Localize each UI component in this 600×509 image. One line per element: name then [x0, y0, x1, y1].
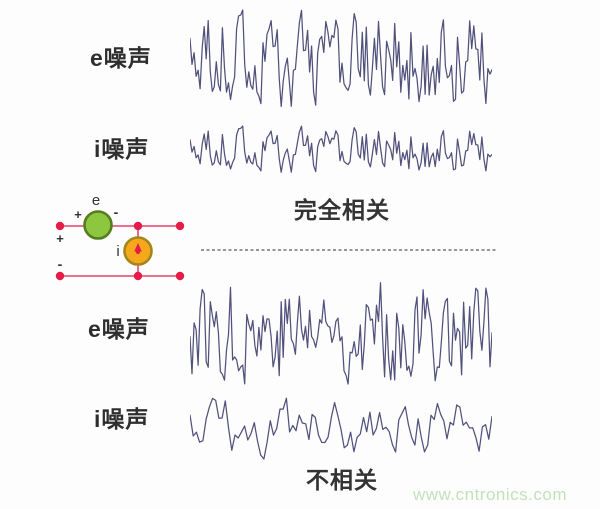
circuit-diagram: e + - + i - [55, 192, 185, 281]
heading-fully-correlated: 完全相关 [294, 197, 390, 223]
node-dot [55, 271, 65, 281]
node-dot [133, 271, 143, 281]
label-i-noise-top: i噪声 [94, 136, 150, 162]
waveform-e-noise-correlated [190, 9, 492, 108]
node-dot [133, 221, 143, 231]
waveform-e-noise-uncorrelated [190, 282, 492, 385]
e-source-label: e [92, 192, 100, 209]
waveform-i-noise-uncorrelated-trace [190, 397, 492, 460]
current-source-center-dot [135, 249, 141, 255]
heading-uncorrelated: 不相关 [306, 467, 378, 493]
waveform-e-noise-correlated-trace [190, 9, 492, 108]
voltage-source-e [83, 210, 113, 240]
node-dot [55, 221, 65, 231]
waveform-i-noise-correlated-trace [190, 125, 492, 173]
watermark-text: www.cntronics.com [413, 485, 567, 504]
polarity-plus-terminal: + [56, 231, 64, 246]
label-e-noise-bottom: e噪声 [88, 316, 150, 342]
polarity-minus-terminal: - [58, 256, 63, 272]
dashed-separator [201, 249, 497, 251]
node-dot [175, 221, 185, 231]
waveform-i-noise-uncorrelated [190, 397, 492, 460]
waveform-i-noise-correlated [190, 125, 492, 173]
polarity-minus-e-right: - [114, 204, 119, 220]
current-arrow-icon [134, 243, 142, 252]
i-source-label: i [116, 243, 119, 260]
label-i-noise-bottom: i噪声 [94, 406, 150, 432]
waveform-e-noise-uncorrelated-trace [190, 282, 492, 385]
label-e-noise-top: e噪声 [90, 45, 152, 71]
polarity-plus-e-left: + [74, 207, 82, 222]
node-dot [175, 271, 185, 281]
